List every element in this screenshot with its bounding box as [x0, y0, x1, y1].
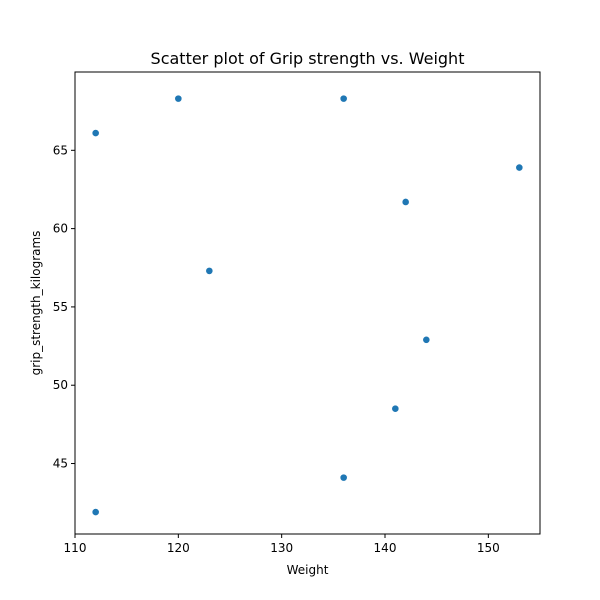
y-axis-ticks: 45 50 55 60 65	[53, 143, 75, 471]
data-point-3	[515, 163, 524, 172]
x-tick-label-0: 110	[64, 541, 87, 555]
y-tick-label-0: 45	[53, 457, 68, 471]
data-point-0	[91, 129, 100, 137]
data-point-6	[422, 335, 431, 344]
data-point-5	[205, 266, 214, 275]
plot-area-frame	[74, 71, 541, 535]
chart-title: Scatter plot of Grip strength vs. Weight	[151, 49, 465, 68]
x-tick-label-2: 130	[270, 541, 293, 555]
data-point-1	[174, 94, 183, 103]
x-axis-label: Weight	[287, 563, 329, 577]
x-tick-label-3: 140	[374, 541, 397, 555]
y-tick-label-3: 60	[53, 222, 68, 236]
data-point-2	[339, 94, 348, 103]
x-tick-label-4: 150	[477, 541, 500, 555]
data-point-4	[401, 198, 410, 206]
data-point-7	[391, 404, 400, 413]
y-tick-label-1: 50	[53, 378, 68, 392]
y-tick-label-4: 65	[53, 143, 68, 157]
y-tick-label-2: 55	[53, 300, 68, 314]
y-axis-label: grip_strength_kilograms	[29, 231, 43, 376]
data-point-8	[339, 473, 348, 482]
x-tick-label-1: 120	[167, 541, 190, 555]
data-point-9	[91, 508, 100, 516]
points-layer	[91, 94, 524, 516]
x-axis-ticks: 110 120 130 140 150	[64, 534, 500, 555]
